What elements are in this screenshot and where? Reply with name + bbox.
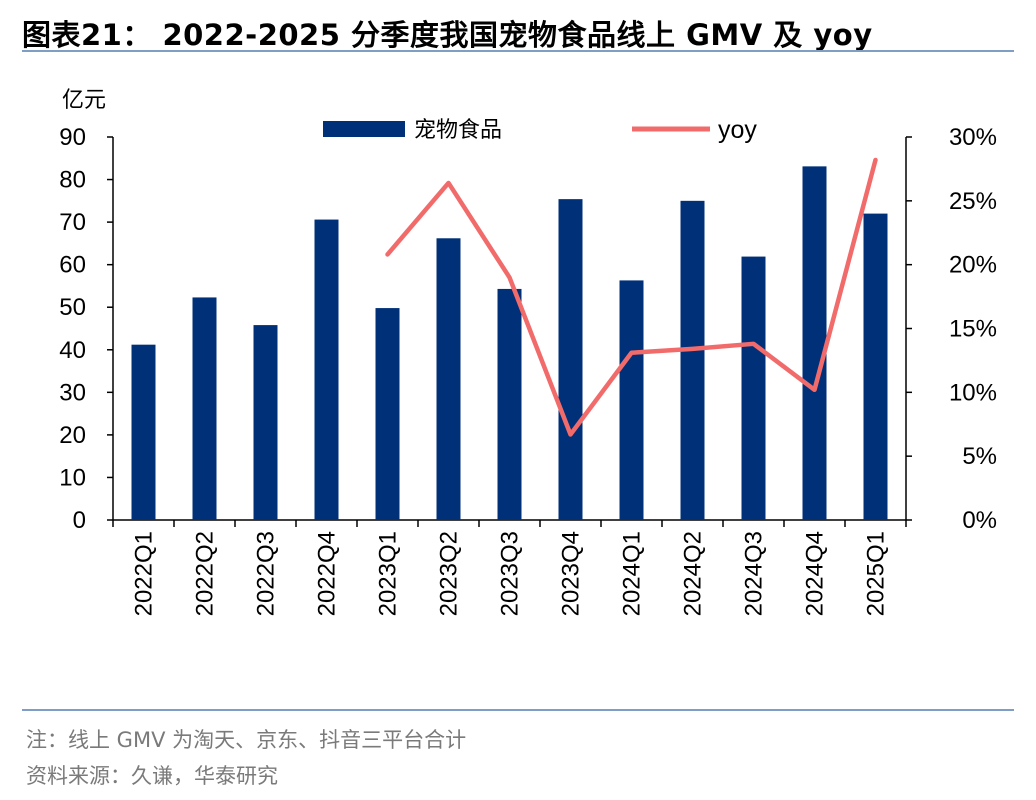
chart-title: 图表21： 2022-2025 分季度我国宠物食品线上 GMV 及 yoy: [22, 18, 873, 52]
yoy-point-2023Q3: [509, 276, 510, 278]
bar-2022Q4: [314, 219, 339, 520]
x-tick-label: 2023Q4: [558, 531, 585, 616]
source-note: 资料来源：久谦，华泰研究: [26, 764, 278, 788]
left-tick-label: 90: [59, 124, 86, 151]
yoy-point-2023Q1: [387, 253, 388, 255]
right-tick-label: 15%: [949, 316, 997, 343]
x-tick-label: 2023Q1: [375, 531, 402, 616]
x-tick-label: 2024Q4: [802, 531, 829, 616]
left-tick-label: 10: [59, 464, 86, 491]
left-axis-ticks: 0 10 20 30 40 50 60 70 80 90: [59, 124, 113, 534]
left-tick-label: 20: [59, 422, 86, 449]
bar-2023Q1: [375, 308, 400, 520]
x-tick-label: 2024Q1: [619, 531, 646, 616]
x-tick-label: 2024Q2: [680, 531, 707, 616]
x-tick-label: 2024Q3: [741, 531, 768, 616]
bar-2024Q1: [619, 280, 644, 520]
right-tick-label: 10%: [949, 379, 997, 406]
x-tick-label: 2022Q3: [253, 531, 280, 616]
right-tick-label: 0%: [962, 507, 997, 534]
legend-bar-label: 宠物食品: [414, 117, 502, 142]
bar-2023Q3: [497, 288, 522, 520]
left-tick-label: 40: [59, 337, 86, 364]
left-tick-label: 50: [59, 294, 86, 321]
footnote: 注：线上 GMV 为淘天、京东、抖音三平台合计: [26, 728, 467, 752]
right-tick-label: 5%: [962, 443, 997, 470]
right-tick-label: 20%: [949, 252, 997, 279]
x-tick-label: 2023Q2: [436, 531, 463, 616]
left-tick-label: 60: [59, 252, 86, 279]
yoy-point-2023Q2: [448, 182, 449, 184]
left-axis-unit: 亿元: [62, 87, 106, 112]
bar-2023Q2: [436, 238, 461, 520]
bar-2022Q1: [131, 344, 156, 520]
left-tick-label: 80: [59, 167, 86, 194]
legend: 宠物食品 yoy: [323, 116, 757, 144]
bar-2024Q3: [741, 256, 766, 520]
title-divider: [22, 50, 1014, 52]
bar-series: [131, 166, 888, 521]
x-tick-label: 2025Q1: [863, 531, 890, 616]
x-tick-label: 2022Q2: [192, 531, 219, 616]
yoy-point-2024Q3: [753, 343, 754, 345]
bar-2025Q1: [863, 213, 888, 520]
bar-2022Q3: [253, 325, 278, 520]
x-tick-label: 2022Q1: [131, 531, 158, 616]
x-tick-label: 2022Q4: [314, 531, 341, 616]
yoy-point-2024Q1: [631, 352, 632, 354]
bar-2024Q4: [802, 166, 827, 520]
yoy-point-2024Q4: [814, 389, 815, 391]
left-tick-label: 0: [73, 507, 86, 534]
bar-2022Q2: [192, 297, 217, 520]
yoy-point-2024Q2: [692, 348, 693, 350]
right-tick-label: 25%: [949, 188, 997, 215]
bar-2024Q2: [680, 200, 705, 521]
bar-2023Q4: [558, 199, 583, 520]
legend-line-label: yoy: [718, 116, 757, 144]
yoy-line-series: [385, 157, 878, 437]
x-axis-ticks: 2022Q1 2022Q2 2022Q3 2022Q4 2023Q1 2023Q2 2023…: [112, 520, 907, 616]
x-tick-label: 2023Q3: [497, 531, 524, 616]
legend-bar-swatch: [323, 121, 405, 137]
yoy-point-2023Q4: [570, 433, 571, 435]
left-tick-label: 30: [59, 379, 86, 406]
left-tick-label: 70: [59, 209, 86, 236]
footer-divider: [22, 709, 1014, 711]
yoy-point-2025Q1: [875, 159, 876, 161]
right-tick-label: 30%: [949, 124, 997, 151]
right-axis-ticks: 0% 5% 10% 15% 20% 25% 30%: [906, 124, 997, 534]
